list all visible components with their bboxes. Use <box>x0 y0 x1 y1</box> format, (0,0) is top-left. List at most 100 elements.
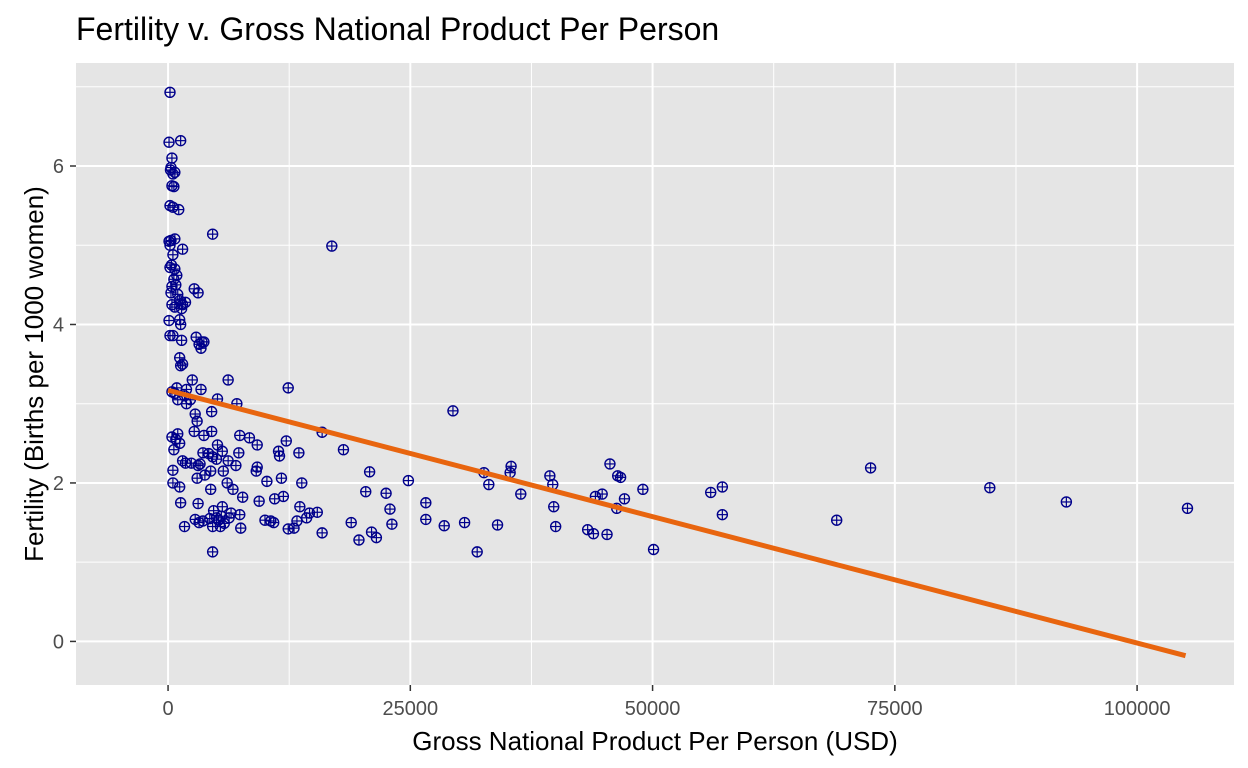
x-tick-label: 100000 <box>1104 698 1171 720</box>
data-point <box>984 482 996 494</box>
data-point <box>167 329 179 342</box>
data-point <box>243 432 256 444</box>
data-point <box>221 477 233 489</box>
data-point <box>173 437 186 450</box>
data-point <box>198 429 210 442</box>
data-point <box>251 439 263 451</box>
data-point <box>164 239 176 251</box>
data-point <box>250 465 262 477</box>
data-point <box>204 483 217 495</box>
data-point <box>363 466 376 478</box>
data-point <box>192 287 204 299</box>
data-point <box>174 359 187 372</box>
data-point <box>288 522 300 534</box>
plot-panel <box>76 63 1234 685</box>
data-point <box>505 460 517 473</box>
data-point <box>165 287 177 299</box>
data-point <box>166 152 178 164</box>
data-point <box>198 336 210 348</box>
data-point <box>186 374 198 386</box>
data-point <box>280 435 292 447</box>
data-point <box>360 485 372 498</box>
data-point <box>163 314 175 327</box>
y-axis: 0 2 4 6 <box>53 156 76 653</box>
y-tick-label: 0 <box>53 631 64 653</box>
data-point <box>370 531 383 544</box>
data-point <box>716 481 729 493</box>
x-axis-title: Gross National Product Per Person (USD) <box>412 726 898 756</box>
data-point <box>230 459 242 472</box>
data-point <box>234 429 246 442</box>
x-axis: 0 25000 50000 75000 100000 <box>162 685 1170 720</box>
data-point <box>175 334 188 347</box>
data-point <box>345 516 357 529</box>
data-point <box>227 483 239 495</box>
data-point <box>234 508 246 521</box>
data-point <box>167 249 179 261</box>
data-point <box>294 501 306 513</box>
data-point <box>172 288 184 301</box>
data-point <box>206 546 219 558</box>
data-point <box>438 520 450 532</box>
data-point <box>217 465 229 477</box>
data-point <box>647 543 660 556</box>
data-point <box>604 458 616 470</box>
data-point <box>864 462 877 474</box>
data-point <box>830 514 843 526</box>
y-tick-label: 2 <box>53 473 64 495</box>
data-point <box>614 471 627 484</box>
data-point <box>515 488 527 500</box>
data-point <box>180 398 193 410</box>
data-point <box>189 408 201 420</box>
x-tick-label: 0 <box>162 698 173 720</box>
data-point <box>1181 502 1194 515</box>
data-point <box>167 464 179 476</box>
data-point <box>587 527 600 540</box>
data-point <box>267 516 280 529</box>
data-point <box>236 491 249 503</box>
data-point <box>483 478 495 491</box>
data-point <box>178 520 191 533</box>
data-point <box>420 513 432 526</box>
data-point <box>316 527 328 539</box>
data-point <box>174 318 187 331</box>
data-point <box>300 512 313 524</box>
data-point <box>282 523 294 535</box>
data-point <box>637 483 649 495</box>
data-point <box>716 508 729 521</box>
data-point <box>193 516 205 529</box>
data-point <box>169 166 181 179</box>
data-point <box>192 497 204 510</box>
data-point <box>195 342 207 354</box>
data-point <box>293 447 305 459</box>
data-point <box>195 383 207 396</box>
data-point <box>458 516 471 529</box>
data-point <box>206 228 219 240</box>
data-point <box>705 486 717 499</box>
data-point <box>491 519 504 531</box>
y-tick-label: 4 <box>53 314 64 336</box>
data-point <box>173 481 186 493</box>
data-point <box>548 501 560 513</box>
data-point <box>549 520 562 533</box>
data-point <box>601 528 613 541</box>
data-point <box>172 428 184 440</box>
data-point <box>1060 496 1073 508</box>
data-point <box>253 495 265 507</box>
data-point <box>175 302 188 315</box>
data-point <box>420 497 432 509</box>
data-point <box>222 374 234 386</box>
data-point <box>210 453 223 465</box>
grid-major <box>76 63 1234 685</box>
data-point <box>168 273 180 286</box>
data-point <box>447 405 459 417</box>
data-point <box>353 534 365 546</box>
data-point <box>174 134 187 147</box>
data-point <box>218 517 230 530</box>
data-point <box>216 445 229 457</box>
data-point <box>275 472 288 484</box>
data-point <box>167 201 179 213</box>
data-point <box>168 443 180 456</box>
data-point <box>212 514 225 526</box>
data-point <box>235 522 247 534</box>
